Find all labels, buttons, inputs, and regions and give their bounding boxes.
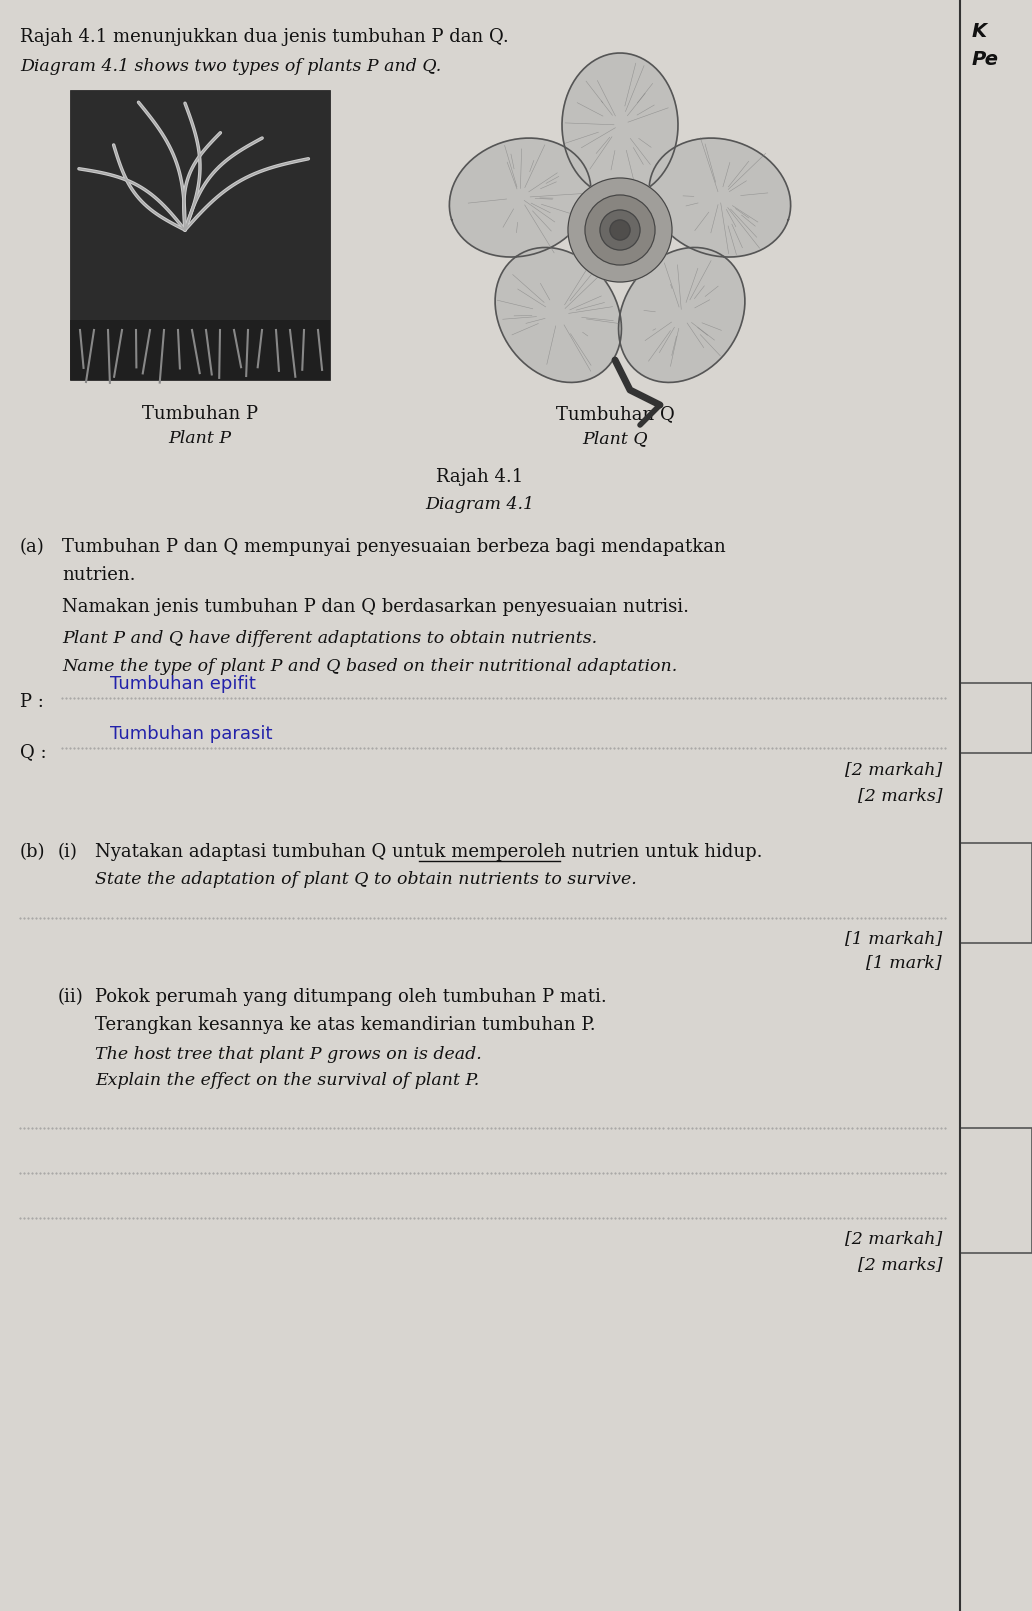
Polygon shape [449, 139, 591, 258]
Text: [2 markah]: [2 markah] [845, 760, 942, 778]
Text: Tumbuhan parasit: Tumbuhan parasit [110, 725, 272, 743]
Text: Plant P and Q have different adaptations to obtain nutrients.: Plant P and Q have different adaptations… [62, 630, 598, 648]
Text: (ii): (ii) [58, 988, 84, 1005]
Text: [2 marks]: [2 marks] [858, 788, 942, 804]
Text: Tumbuhan Q: Tumbuhan Q [555, 404, 674, 424]
Circle shape [585, 195, 655, 264]
Text: Diagram 4.1: Diagram 4.1 [425, 496, 535, 512]
Text: Pokok perumah yang ditumpang oleh tumbuhan P mati.: Pokok perumah yang ditumpang oleh tumbuh… [95, 988, 607, 1005]
Text: P :: P : [20, 693, 44, 710]
Text: Name the type of plant P and Q based on their nutritional adaptation.: Name the type of plant P and Q based on … [62, 657, 677, 675]
Text: (b): (b) [20, 843, 45, 860]
Text: Plant P: Plant P [168, 430, 231, 446]
Text: [1 markah]: [1 markah] [845, 930, 942, 947]
Circle shape [600, 209, 640, 250]
Circle shape [568, 177, 672, 282]
Bar [960, 843, 1032, 942]
Text: Rajah 4.1 menunjukkan dua jenis tumbuhan P dan Q.: Rajah 4.1 menunjukkan dua jenis tumbuhan… [20, 27, 509, 47]
Text: The host tree that plant P grows on is dead.: The host tree that plant P grows on is d… [95, 1046, 482, 1063]
Text: Tumbuhan P dan Q mempunyai penyesuaian berbeza bagi mendapatkan: Tumbuhan P dan Q mempunyai penyesuaian b… [62, 538, 725, 556]
Circle shape [610, 221, 630, 240]
Text: (i): (i) [58, 843, 77, 860]
Text: [2 markah]: [2 markah] [845, 1231, 942, 1247]
Text: Terangkan kesannya ke atas kemandirian tumbuhan P.: Terangkan kesannya ke atas kemandirian t… [95, 1017, 595, 1034]
Text: Diagram 4.1 shows two types of plants P and Q.: Diagram 4.1 shows two types of plants P … [20, 58, 442, 76]
Bar [960, 683, 1032, 752]
Text: Tumbuhan P: Tumbuhan P [142, 404, 258, 424]
Bar [70, 90, 330, 380]
Text: Namakan jenis tumbuhan P dan Q berdasarkan penyesuaian nutrisi.: Namakan jenis tumbuhan P dan Q berdasark… [62, 598, 689, 615]
Text: [2 marks]: [2 marks] [858, 1257, 942, 1273]
Text: Rajah 4.1: Rajah 4.1 [437, 469, 523, 487]
Polygon shape [562, 53, 678, 197]
Bar [70, 321, 330, 380]
Text: K: K [972, 23, 988, 40]
Polygon shape [495, 248, 621, 382]
Polygon shape [618, 248, 745, 382]
Text: Plant Q: Plant Q [582, 430, 648, 446]
Bar [960, 1128, 1032, 1253]
Text: (a): (a) [20, 538, 44, 556]
Text: Tumbuhan epifit: Tumbuhan epifit [110, 675, 256, 693]
Text: Pe: Pe [972, 50, 999, 69]
Text: Explain the effect on the survival of plant P.: Explain the effect on the survival of pl… [95, 1071, 479, 1089]
Text: nutrien.: nutrien. [62, 565, 135, 585]
Text: Q :: Q : [20, 743, 46, 760]
Text: Nyatakan adaptasi tumbuhan Q untuk memperoleh nutrien untuk hidup.: Nyatakan adaptasi tumbuhan Q untuk mempe… [95, 843, 763, 860]
Polygon shape [649, 139, 791, 258]
Text: [1 mark]: [1 mark] [867, 954, 942, 971]
Text: State the adaptation of plant Q to obtain nutrients to survive.: State the adaptation of plant Q to obtai… [95, 872, 637, 888]
